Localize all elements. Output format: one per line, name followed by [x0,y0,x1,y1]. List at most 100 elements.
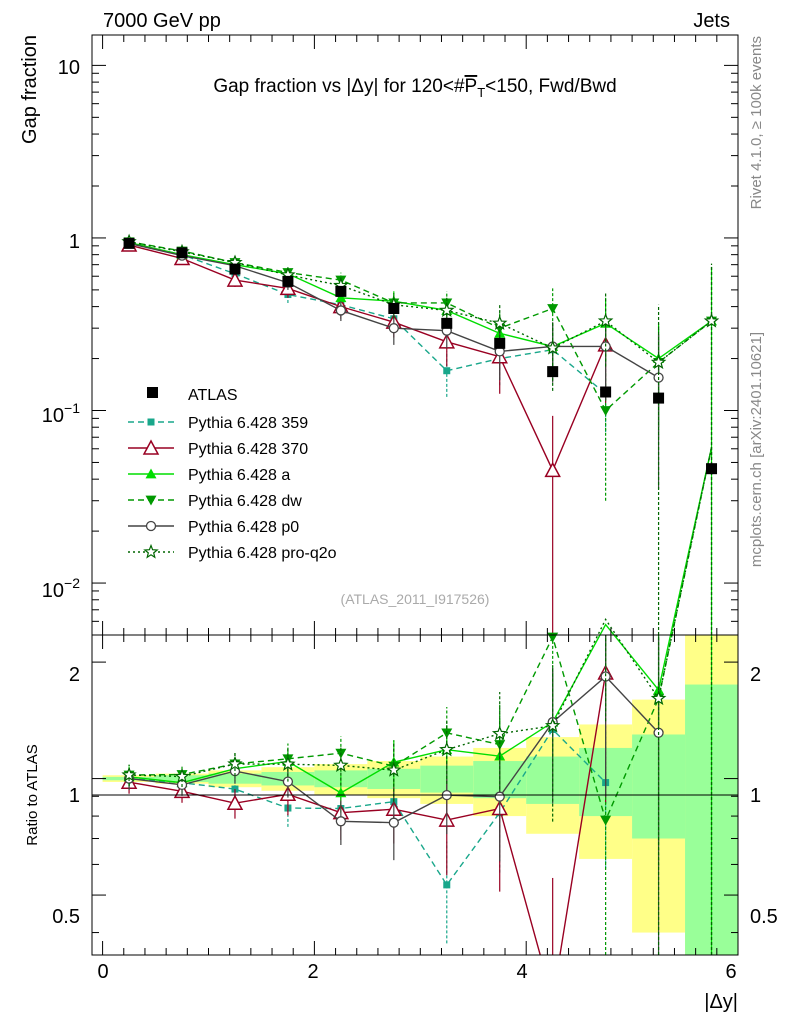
ratio-tick-label-2: 2 [69,664,80,686]
ratio-tick-label-2-right: 2 [750,664,761,686]
ratio-point-5-1 [174,768,190,784]
y-tick-0.1-exp: −1 [64,400,80,416]
legend-marker-0 [147,418,155,426]
series-line-0 [128,242,607,395]
legend-label-0: Pythia 6.428 359 [188,415,308,432]
ratio-point-3-8 [547,632,559,643]
x-axis-label: |Δy| [704,991,738,1013]
bottom-mask [0,955,786,1024]
title-prefix: Gap fraction vs |Δy| for 120<# [213,76,465,97]
ratio-point-5-5 [385,762,402,777]
legend-label-1: Pythia 6.428 370 [188,441,308,458]
ratio-tick-label-0.5-right: 0.5 [750,906,778,928]
series-point-2-4 [335,292,347,303]
series-point-4-4 [335,305,347,316]
title-t: T [477,85,485,100]
ratio-tick-label-1-right: 1 [750,785,761,807]
legend-label-2: Pythia 6.428 a [188,467,290,484]
atlas-point-4 [335,285,347,297]
series-point-5-10 [650,354,667,370]
atlas-point-8 [547,366,559,378]
ratio-point-5-7 [491,725,508,741]
ratio-point-4-5 [388,817,399,828]
atlas-point-10 [653,392,665,404]
ratio-point-5-4 [333,757,349,773]
ratio-point-5-6 [439,741,455,757]
analysis-watermark: (ATLAS_2011_I917526) [341,591,490,607]
ratio-point-5-0 [121,766,137,782]
series-point-1-8 [544,461,561,478]
y-tick-0.1-base: 10 [42,405,64,427]
left-mask [0,0,92,1024]
series-point-1-2 [226,271,244,287]
ratio-line-5 [129,447,713,778]
y-tick-0.01-exp: −2 [64,575,80,591]
plot-title: Gap fraction vs |Δy| for 120<#PT<150, Fw… [213,76,616,100]
ratio-point-1-2 [226,794,244,810]
ratio-point-4-7 [494,791,505,802]
legend-label-atlas: ATLAS [188,387,238,404]
y-tick-0.01-base: 10 [42,580,64,602]
atlas-point-3 [282,275,294,287]
ratio-point-4-4 [335,816,347,827]
right-mask [738,0,786,1024]
atlas-point-2 [229,263,241,275]
ratio-line-0 [129,728,607,887]
ratio-line-1 [128,672,607,1001]
legend-label-5: Pythia 6.428 pro-q2o [188,545,337,562]
atlas-point-11 [706,463,718,475]
series-point-5-6 [439,302,455,318]
legend-marker-2 [145,468,157,479]
side-note-bottom: mcplots.cern.ch [arXiv:2401.10621] [748,332,765,567]
legend-label-4: Pythia 6.428 p0 [188,519,299,536]
ratio-tick-label-0.5: 0.5 [52,906,80,928]
legend-label-3: Pythia 6.428 dw [188,493,302,510]
series-point-3-9 [600,406,612,416]
y-tick-label-0.01: 10−2 [42,575,80,602]
legend-marker-3 [145,495,157,506]
series-line-1 [128,244,607,473]
ratio-point-3-9 [600,815,612,826]
series-point-5-9 [597,312,614,328]
ratio-point-5-2 [227,755,243,771]
header-right: Jets [693,10,730,32]
atlas-point-5 [388,303,400,315]
y-tick-label-1: 1 [69,231,80,253]
atlas-point-6 [441,317,453,329]
series-point-0-6 [443,367,451,375]
x-tick-label-2: 2 [307,961,318,983]
atlas-point-9 [600,386,612,398]
ratio-point-5-8 [544,717,561,733]
atlas-point-0 [123,237,135,249]
title-p: P [465,76,478,97]
ratio-point-3-7 [494,740,506,751]
header-left: 7000 GeV pp [103,10,221,32]
ratio-point-0-6 [443,881,451,889]
legend-marker-5 [143,543,159,559]
legend-marker-4 [145,520,157,532]
series-point-5-11 [703,312,720,328]
x-tick-label-0: 0 [97,961,108,983]
series-point-4-5 [388,323,399,334]
series-point-5-7 [491,315,508,330]
ratio-axis-label: Ratio to ATLAS [24,744,41,845]
y-tick-label-10: 10 [58,57,80,79]
legend-marker-1 [142,439,160,455]
legend-marker-atlas [147,387,158,398]
ratio-tick-label-1: 1 [69,785,80,807]
atlas-point-7 [494,337,506,349]
top-mask [0,0,786,35]
atlas-point-1 [176,247,188,259]
legend: ATLAS Pythia 6.428 359 Pythia 6.428 370 Py… [128,387,337,562]
x-tick-label-6: 6 [725,961,736,983]
side-note-top: Rivet 4.1.0, ≥ 100k events [748,36,765,209]
ratio-point-5-10 [650,690,667,706]
x-tick-label-4: 4 [516,961,527,983]
ratio-point-5-3 [280,756,296,771]
series-point-3-8 [547,304,559,315]
series-point-5-8 [544,339,561,355]
title-suffix: <150, Fwd/Bwd [485,76,617,97]
y-tick-label-0.1: 10−1 [42,400,80,427]
series-line-2 [128,241,712,360]
